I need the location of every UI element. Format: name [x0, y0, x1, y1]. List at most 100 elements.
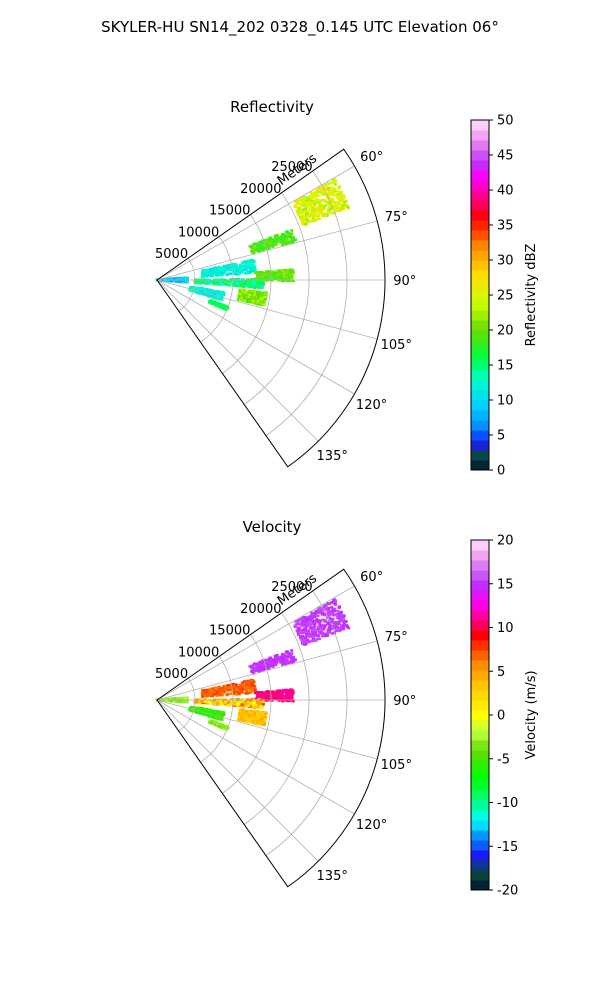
- echo-cell: [315, 617, 319, 621]
- echo-cell: [336, 189, 340, 193]
- echo-cell: [306, 622, 310, 625]
- echo-cell: [252, 684, 256, 688]
- echo-cell: [317, 619, 321, 622]
- echo-cell: [327, 626, 332, 629]
- echo-cell: [263, 297, 267, 301]
- echo-cell: [265, 242, 269, 246]
- colorbar-segment: [471, 820, 489, 831]
- echo-cell: [335, 621, 339, 624]
- echo-cell: [200, 692, 204, 695]
- polar-grid: [156, 165, 385, 442]
- echo-cell: [255, 293, 259, 296]
- echo-cell: [240, 298, 244, 301]
- echo-cell: [280, 238, 284, 241]
- echo-cell: [251, 720, 255, 723]
- echo-cell: [238, 284, 242, 288]
- echo-cell: [280, 691, 284, 695]
- echo-cell: [338, 199, 342, 203]
- colorbar-tick-label: 10: [497, 621, 514, 636]
- panels: Reflectivity50001000015000200002500060°7…: [155, 98, 539, 899]
- echo-cell: [249, 689, 253, 693]
- echo-cell: [313, 203, 317, 206]
- colorbar-segment: [471, 600, 489, 611]
- echo-cell: [209, 694, 213, 697]
- echo-cell: [308, 200, 312, 204]
- echo-cell: [205, 708, 209, 712]
- echo-cell: [219, 294, 223, 297]
- echo-cell: [335, 627, 339, 631]
- echo-cell: [249, 682, 253, 685]
- echo-cell: [317, 199, 321, 202]
- echo-cell: [319, 199, 323, 202]
- colorbar-segment: [471, 350, 489, 361]
- echo-cell: [258, 723, 262, 726]
- echo-cell: [193, 289, 197, 292]
- azimuth-spoke: [156, 699, 378, 760]
- radial-tick-label: 20000: [240, 602, 281, 617]
- echo-cell: [313, 634, 318, 637]
- echo-cell: [228, 692, 233, 695]
- echo-cell: [209, 281, 213, 284]
- echo-cell: [252, 286, 257, 289]
- echo-cell: [200, 700, 204, 703]
- echo-cell: [342, 195, 346, 199]
- echo-cell: [274, 277, 278, 281]
- echo-cell: [259, 292, 263, 295]
- echo-cell: [250, 684, 254, 688]
- echo-cell: [274, 241, 278, 244]
- echo-cell: [259, 691, 263, 694]
- echo-cell: [252, 711, 256, 715]
- radial-tick-label: 10000: [178, 645, 219, 660]
- echo-cell: [327, 610, 331, 613]
- echo-cell: [199, 702, 203, 705]
- echo-cell: [197, 288, 201, 292]
- echo-cell: [267, 659, 271, 662]
- echo-cell: [280, 241, 284, 244]
- echo-cell: [300, 204, 304, 208]
- colorbar-segment: [471, 580, 489, 591]
- echo-cell: [304, 200, 309, 204]
- echo-cell: [222, 684, 226, 688]
- echo-cell: [245, 263, 249, 266]
- echo-cell: [181, 279, 185, 283]
- echo-cell: [259, 664, 263, 668]
- echo-cell: [301, 628, 305, 632]
- colorbar-segment: [471, 550, 489, 561]
- colorbar-segment: [471, 420, 489, 431]
- echo-cell: [301, 221, 305, 224]
- echo-cell: [306, 640, 311, 643]
- echo-cell: [218, 710, 222, 714]
- azimuth-spoke: [156, 220, 378, 281]
- echo-cell: [250, 266, 254, 270]
- echo-cell: [341, 614, 345, 617]
- echo-cell: [285, 238, 289, 242]
- echo-cell: [267, 657, 271, 660]
- echo-cell: [303, 210, 308, 213]
- echo-cell: [263, 712, 267, 716]
- echo-cell: [282, 238, 286, 241]
- echo-cell: [289, 655, 293, 658]
- colorbar-segment: [471, 140, 489, 151]
- colorbar-segment: [471, 450, 489, 461]
- echo-cell: [322, 187, 326, 190]
- echo-cell: [165, 279, 169, 283]
- echo-cell: [202, 280, 207, 283]
- echo-cell: [214, 686, 218, 690]
- echo-cell: [311, 633, 315, 637]
- echo-cell: [301, 201, 305, 204]
- echo-cell: [324, 184, 328, 187]
- echo-cell: [256, 285, 260, 288]
- echo-cell: [301, 616, 305, 619]
- echo-cell: [252, 282, 256, 285]
- echo-cell: [328, 631, 332, 634]
- colorbar-segment: [471, 400, 489, 411]
- echo-cell: [202, 700, 207, 703]
- echo-cell: [332, 621, 336, 624]
- echo-cell: [175, 700, 179, 703]
- echo-cell: [284, 270, 288, 274]
- echo-cell: [296, 213, 301, 216]
- echo-cell: [228, 280, 232, 284]
- echo-cell: [252, 293, 256, 297]
- range-ring: [265, 170, 348, 436]
- range-ring: [200, 236, 234, 343]
